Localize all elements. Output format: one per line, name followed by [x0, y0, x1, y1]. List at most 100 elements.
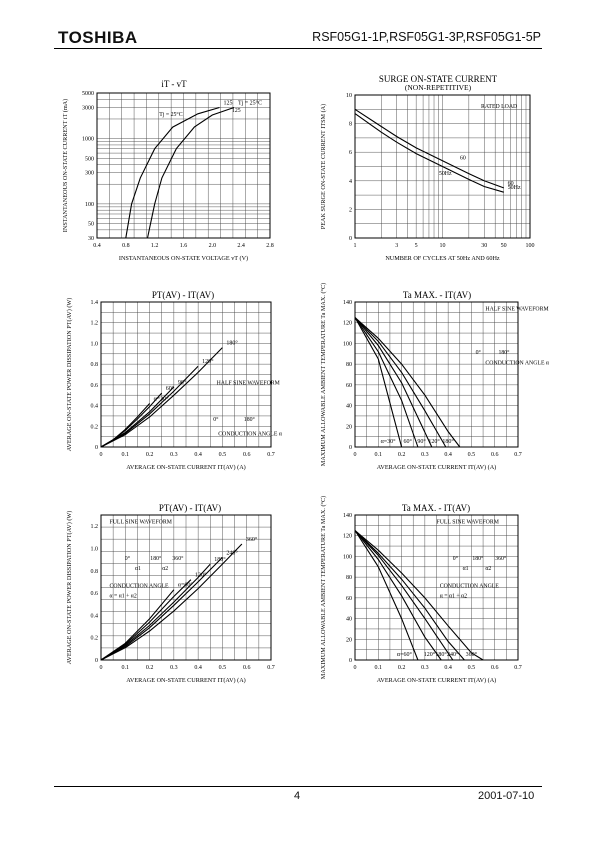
toshiba-logo: TOSHIBA — [58, 28, 138, 47]
x-tick-label: 0.3 — [170, 665, 178, 671]
annotation: 180° — [498, 349, 510, 356]
chart-c4: Ta MAX. - IT(AV) 0 0.1 0.2 0.3 0.4 0.5 0.6 0.7 0 2… — [320, 283, 549, 471]
y-tick-label: 100 — [343, 554, 352, 560]
series-line-4 — [100, 347, 223, 448]
x-tick-label: 0.7 — [267, 452, 275, 458]
series-label: 90° — [417, 438, 426, 445]
y-tick-label: 30 — [88, 236, 94, 242]
plot-frame — [100, 514, 272, 661]
y-tick-label: 0.2 — [91, 424, 99, 430]
annotation: α = α1 + α2 — [110, 594, 137, 600]
plot-frame — [96, 92, 271, 239]
x-tick-label: 0.4 — [444, 452, 452, 458]
annotation: 360° — [495, 555, 507, 562]
x-tick-label: 1 — [354, 243, 357, 249]
chart-title: iT - vT — [161, 79, 187, 89]
y-tick-label: 0.2 — [91, 636, 99, 642]
y-tick-label: 2 — [349, 207, 352, 213]
x-tick-label: 0.7 — [267, 665, 275, 671]
series-line-2 — [354, 317, 433, 448]
y-tick-label: 10 — [346, 93, 352, 99]
y-tick-label: 80 — [346, 575, 352, 581]
y-axis-label: AVERAGE ON-STATE POWER DISSIPATION PT(AV… — [66, 511, 73, 665]
y-tick-label: 50 — [88, 222, 94, 228]
y-tick-label: 3000 — [82, 105, 94, 111]
annotation: 0° — [453, 555, 459, 562]
y-tick-label: 500 — [85, 156, 94, 162]
plot-frame — [354, 94, 531, 239]
y-tick-label: 1.2 — [91, 321, 99, 327]
annotation: Tj = 25°C — [159, 111, 182, 118]
x-tick-label: 0.1 — [375, 665, 383, 671]
x-tick-label: 100 — [526, 243, 535, 249]
y-tick-label: 140 — [343, 300, 352, 306]
annotation: CONDUCTION ANGLE α — [485, 360, 549, 366]
page-number: 4 — [294, 790, 301, 802]
chart-title: Ta MAX. - IT(AV) — [403, 290, 471, 300]
x-tick-label: 2.0 — [209, 243, 217, 249]
x-tick-label: 0 — [354, 452, 357, 458]
x-tick-label: 0.4 — [194, 665, 202, 671]
chart-c2: SURGE ON-STATE CURRENT(NON-REPETITIVE) 1 3… — [320, 74, 535, 262]
y-tick-label: 120 — [343, 534, 352, 540]
y-axis-label: INSTANTANEOUS ON-STATE CURRENT iT (mA) — [62, 99, 69, 232]
gridlines — [100, 301, 272, 448]
annotation: α2 — [162, 566, 168, 572]
y-tick-label: 0.8 — [91, 569, 99, 575]
plot-frame — [354, 514, 519, 661]
y-tick-label: 300 — [85, 171, 94, 177]
x-tick-label: 1.2 — [151, 243, 159, 249]
x-tick-label: 0.6 — [491, 665, 499, 671]
annotation: RATED LOAD — [481, 104, 517, 110]
x-axis-label: NUMBER OF CYCLES AT 50Hz AND 60Hz — [385, 255, 500, 262]
x-tick-label: 0.5 — [219, 665, 227, 671]
chart-subtitle: (NON-REPETITIVE) — [405, 83, 472, 92]
y-tick-label: 1.0 — [91, 341, 99, 347]
series-line-3 — [354, 317, 447, 448]
x-tick-label: 0.6 — [243, 452, 251, 458]
series-line-1 — [125, 106, 220, 239]
x-tick-label: 0.4 — [93, 243, 101, 249]
annotation: α1 — [135, 566, 141, 572]
x-tick-label: 2.4 — [237, 243, 245, 249]
series-label: 60° — [403, 438, 412, 445]
x-tick-label: 0 — [354, 665, 357, 671]
y-tick-label: 140 — [343, 513, 352, 519]
series-label: 360° — [246, 536, 258, 543]
annotation: HALF SINE WAVEFORM — [485, 307, 548, 313]
chart-c1: iT - vT 0.4 0.8 1.2 1.6 2.0 2.4 2.8 5000 3000 1000… — [62, 79, 274, 262]
y-axis-label: AVERAGE ON-STATE POWER DISSIPATION PT(AV… — [66, 298, 73, 452]
header-rule — [54, 48, 542, 49]
y-tick-label: 6 — [349, 150, 352, 156]
x-tick-label: 0.6 — [491, 452, 499, 458]
series-label: 120° — [424, 651, 436, 658]
y-tick-label: 4 — [349, 179, 352, 185]
annotation: CONDUCTION ANGLE α — [218, 431, 282, 437]
footer-date: 2001-07-10 — [478, 790, 535, 802]
series-label: 60 — [508, 181, 514, 187]
x-tick-label: 0.4 — [194, 452, 202, 458]
part-number-header: RSF05G1-1P,RSF05G1-3P,RSF05G1-5P — [312, 30, 541, 44]
y-tick-label: 8 — [349, 122, 352, 128]
series-line-4 — [354, 317, 461, 448]
chart-title: PT(AV) - IT(AV) — [152, 290, 214, 300]
y-tick-label: 1.0 — [91, 546, 99, 552]
x-tick-label: 0.3 — [421, 665, 429, 671]
x-tick-label: 3 — [395, 243, 398, 249]
x-tick-label: 0.1 — [122, 665, 130, 671]
series-line-0 — [354, 317, 403, 448]
annotation: FULL SINE WAVEFORM — [110, 520, 172, 526]
annotation: 0° — [213, 416, 219, 423]
x-axis-label: INSTANTANEOUS ON-STATE VOLTAGE vT (V) — [119, 255, 248, 262]
x-tick-label: 0 — [100, 665, 103, 671]
plot-frame — [100, 301, 272, 448]
y-tick-label: 100 — [85, 202, 94, 208]
series-label: 50Hz — [508, 185, 521, 191]
x-tick-label: 5 — [415, 243, 418, 249]
annotation: CONDUCTION ANGLE — [440, 584, 500, 590]
y-tick-label: 0 — [349, 236, 352, 242]
y-tick-label: 0.6 — [91, 383, 99, 389]
series-label: 180° — [442, 438, 454, 445]
y-axis-label: PEAK SURGE ON-STATE CURRENT ITSM (A) — [320, 104, 327, 229]
